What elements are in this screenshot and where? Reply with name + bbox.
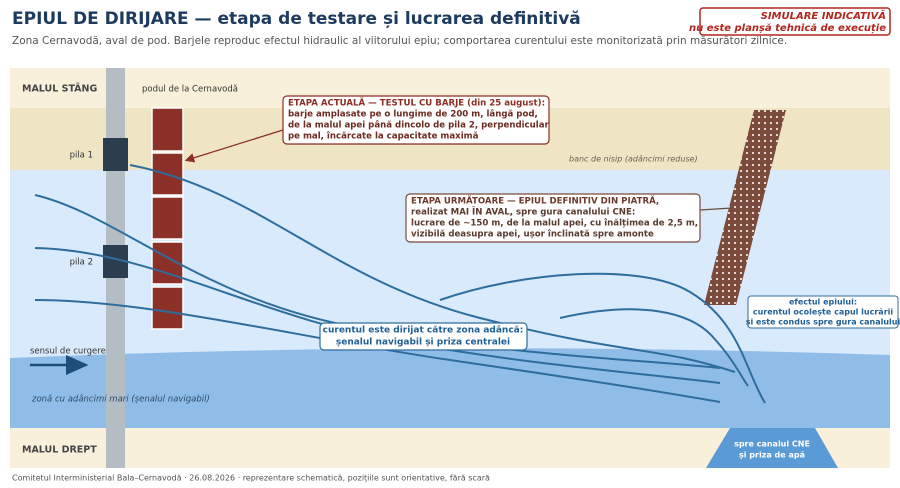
canal xyxy=(706,428,838,468)
map xyxy=(10,68,890,468)
barge xyxy=(151,107,184,152)
pier-label: pila 1 xyxy=(70,151,93,161)
barge xyxy=(151,196,184,240)
stamp-line: nu este planșă tehnică de execuție xyxy=(689,23,886,34)
streamline xyxy=(439,272,766,404)
canal-label: spre canalul CNE xyxy=(734,440,810,449)
bank-label: MALUL STÂNG xyxy=(22,83,97,95)
barge xyxy=(151,286,184,330)
bridge-label: podul de la Cernavodă xyxy=(142,85,238,95)
callout-line: vizibilă deasupra apei, ușor înclinată s… xyxy=(411,230,654,240)
footer: Comitetul Interministerial Bala–Cernavod… xyxy=(12,474,490,484)
stamp-box xyxy=(699,7,891,36)
pier xyxy=(103,138,128,171)
callout-line: lucrare de ~150 m, de la malul apei, cu … xyxy=(411,219,698,229)
barge xyxy=(151,152,184,196)
deep-label: zonă cu adâncimi mari (șenalul navigabil… xyxy=(31,395,210,405)
bank-label: MALUL DREPT xyxy=(22,445,97,456)
streamline xyxy=(34,299,721,403)
callout-box xyxy=(282,95,550,145)
callout-title: ETAPA URMĂTOARE — EPIUL DEFINITIV DIN PI… xyxy=(411,195,659,207)
callout-line: pe mal, încărcate la capacitate maximă xyxy=(288,132,479,142)
note-line: și este condus spre gura canalului xyxy=(746,318,900,328)
note-line: curentul ocolește capul lucrării xyxy=(753,308,894,318)
subtitle: Zona Cernavodă, aval de pod. Barjele rep… xyxy=(12,35,787,47)
note-box xyxy=(319,322,528,351)
canal-label: și priza de apă xyxy=(739,451,805,461)
callout-arrow xyxy=(184,129,284,163)
callout-box xyxy=(405,193,701,243)
pier-label: pila 2 xyxy=(70,258,93,268)
sandbank-label: banc de nisip (adâncimi reduse) xyxy=(569,155,698,164)
callout-line: de la malul apei până dincolo de pila 2,… xyxy=(288,121,550,131)
callout-line: barje amplasate pe o lungime de 200 m, l… xyxy=(288,110,538,120)
note-box xyxy=(747,295,899,329)
callout-title: ETAPA ACTUALĂ — TESTUL CU BARJE (din 25 … xyxy=(288,97,545,109)
note-line: efectul epiului: xyxy=(789,298,857,307)
streamline xyxy=(559,308,749,387)
callout-line: realizat MAI ÎN AVAL, spre gura canalulu… xyxy=(411,206,635,218)
stamp-line: SIMULARE INDICATIVĂ xyxy=(761,9,886,22)
callout-leader xyxy=(699,207,733,211)
deep-zone xyxy=(10,348,890,428)
note-line: curentul este dirijat către zona adâncă: xyxy=(323,326,524,336)
groyne xyxy=(704,110,786,305)
title: EPIUL DE DIRIJARE — etapa de testare și … xyxy=(12,9,581,29)
streamline xyxy=(129,164,736,373)
flow-label: sensul de curgere xyxy=(30,347,106,357)
note-line: șenalul navigabil și priza centralei xyxy=(336,338,510,348)
